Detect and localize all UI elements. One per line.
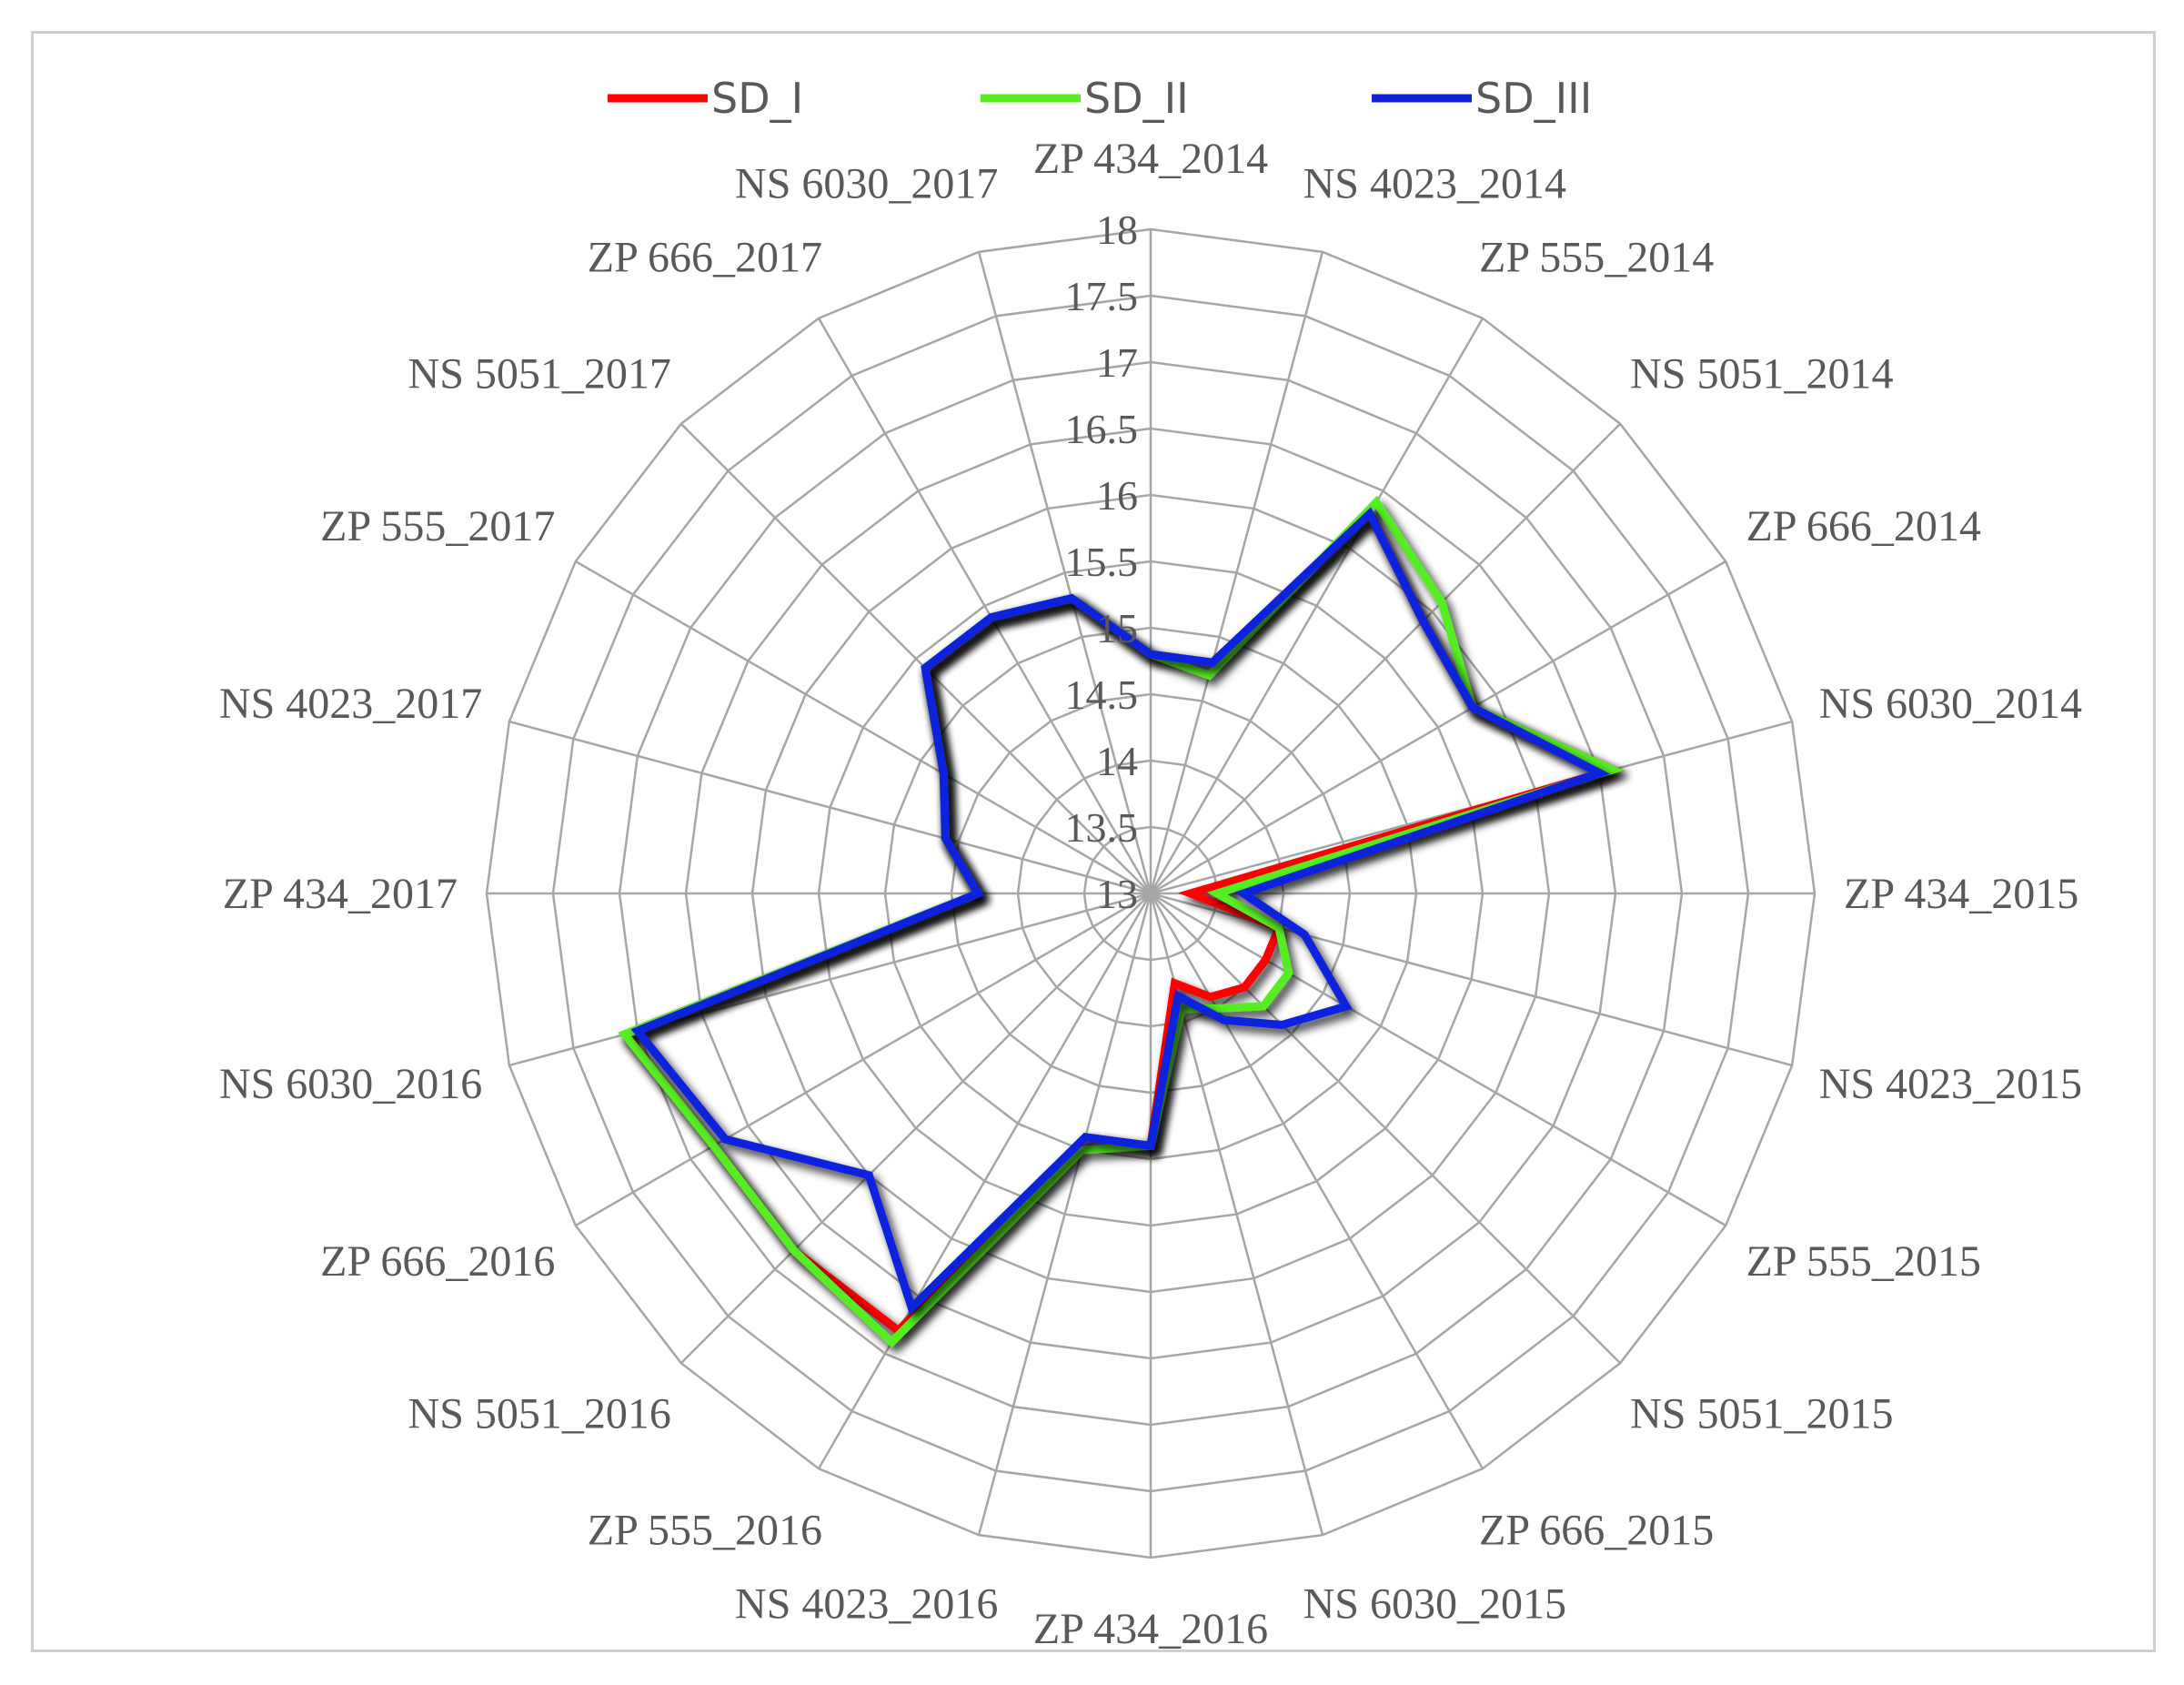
category-label: ZP 666_2017 <box>588 233 822 281</box>
tick-label: 16.5 <box>1065 406 1139 452</box>
series-layer <box>618 495 1625 1348</box>
grid-spoke <box>575 892 1152 1227</box>
grid-spoke <box>1149 251 1324 894</box>
tick-label: 13.5 <box>1065 804 1139 851</box>
category-label: ZP 666_2016 <box>320 1237 555 1286</box>
category-label: NS 4023_2015 <box>1819 1060 2082 1108</box>
tick-label: 14.5 <box>1065 671 1139 718</box>
grid-spoke <box>1149 893 1485 1469</box>
tick-label: 18 <box>1096 207 1138 253</box>
grid-spoke <box>575 560 1152 895</box>
category-label: NS 6030_2017 <box>735 160 998 208</box>
category-labels: ZP 434_2014 NS 4023_2014 ZP 555_2014 NS 505… <box>219 135 2082 1653</box>
legend: SD_I SD_II SD_III <box>608 74 1592 123</box>
legend-label: SD_III <box>1475 74 1592 123</box>
category-label: NS 4023_2016 <box>735 1580 998 1629</box>
category-label: NS 6030_2014 <box>1819 680 2082 728</box>
grid-spoke <box>977 893 1152 1536</box>
grid-spoke <box>1150 892 1726 1227</box>
legend-label: SD_I <box>711 74 803 123</box>
category-label: ZP 434_2017 <box>223 870 458 918</box>
category-label: NS 4023_2017 <box>219 680 482 728</box>
tick-label: 13 <box>1096 871 1138 917</box>
grid-spoke <box>817 893 1152 1469</box>
category-label: NS 6030_2016 <box>219 1060 482 1108</box>
category-label: NS 6030_2015 <box>1303 1580 1566 1629</box>
category-label: ZP 666_2014 <box>1746 502 1981 550</box>
tick-label: 15.5 <box>1065 539 1139 585</box>
radar-grid <box>485 227 1817 1559</box>
tick-label: 16 <box>1096 472 1138 519</box>
grid-spoke <box>977 251 1152 894</box>
grid-spoke <box>508 892 1152 1067</box>
category-label: ZP 555_2017 <box>320 502 555 550</box>
grid-spoke <box>508 720 1152 895</box>
grid-spoke <box>679 893 1152 1365</box>
grid-spoke <box>1150 560 1726 895</box>
category-label: NS 4023_2014 <box>1303 160 1566 208</box>
category-label: ZP 434_2015 <box>1844 870 2078 918</box>
radial-tick-labels: 13 13.5 14 14.5 15 15.5 16 16.5 17 17.5 18 <box>1065 207 1139 917</box>
tick-label: 15 <box>1096 605 1138 651</box>
tick-label: 14 <box>1096 738 1138 784</box>
category-label: NS 5051_2015 <box>1630 1389 1893 1438</box>
chart-frame <box>31 31 2156 1652</box>
grid-spoke <box>1150 422 1622 894</box>
category-label: ZP 666_2015 <box>1479 1507 1714 1555</box>
category-label: ZP 434_2016 <box>1033 1605 1268 1653</box>
category-label: NS 5051_2016 <box>408 1389 671 1438</box>
category-label: ZP 555_2015 <box>1746 1237 1981 1286</box>
grid-spoke <box>1149 318 1485 894</box>
tick-label: 17 <box>1096 339 1138 386</box>
series-line-sd-iii <box>630 507 1611 1316</box>
grid-spoke <box>1150 893 1622 1365</box>
category-label: ZP 555_2014 <box>1479 233 1714 281</box>
grid-spoke <box>817 318 1152 894</box>
category-label: NS 5051_2014 <box>1630 350 1893 399</box>
category-label: NS 5051_2017 <box>408 350 671 399</box>
category-label: ZP 434_2014 <box>1033 135 1268 183</box>
legend-label: SD_II <box>1084 74 1189 123</box>
tick-label: 17.5 <box>1065 273 1139 319</box>
category-label: ZP 555_2016 <box>588 1507 822 1555</box>
grid-spoke <box>679 422 1152 894</box>
